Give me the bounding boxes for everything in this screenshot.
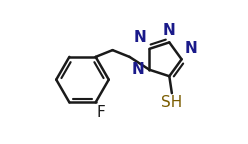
Text: N: N (163, 23, 176, 38)
Text: N: N (132, 62, 145, 77)
Text: SH: SH (161, 95, 183, 110)
Text: F: F (96, 105, 105, 120)
Text: N: N (134, 30, 146, 45)
Text: N: N (185, 41, 198, 56)
